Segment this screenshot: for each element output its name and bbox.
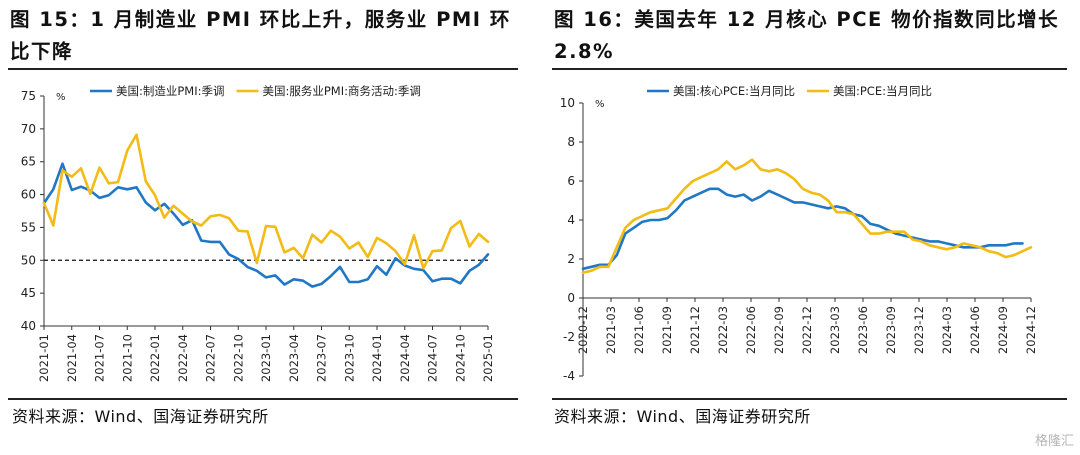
y-tick-label: 0 xyxy=(567,291,575,305)
x-tick-label: 2021-04 xyxy=(65,334,79,382)
x-tick-label: 2024-10 xyxy=(453,334,467,382)
y-tick-label: 6 xyxy=(567,174,575,188)
legend-label: 美国:制造业PMI:季调 xyxy=(116,84,225,98)
y-tick-label: 60 xyxy=(21,188,36,202)
chart-title: 图 15：1 月制造业 PMI 环比上升，服务业 PMI 环 比下降 xyxy=(10,8,511,63)
chart-title: 图 16：美国去年 12 月核心 PCE 物价指数同比增长 2.8% xyxy=(554,8,1060,63)
divider xyxy=(552,68,1067,70)
x-tick-label: 2025-01 xyxy=(481,334,495,382)
y-tick-label: -2 xyxy=(563,330,575,344)
series-line xyxy=(581,158,1033,274)
series-line xyxy=(581,187,1024,271)
divider xyxy=(8,398,518,400)
y-tick-label: 2 xyxy=(567,252,575,266)
y-tick-label: 50 xyxy=(21,253,36,267)
x-tick-label: 2022-09 xyxy=(772,306,786,354)
y-tick-label: -4 xyxy=(563,369,575,383)
x-tick-label: 2020-12 xyxy=(576,306,590,354)
x-tick-label: 2022-03 xyxy=(716,306,730,354)
unit-label: % xyxy=(56,92,66,103)
x-tick-label: 2023-07 xyxy=(315,334,329,382)
chart-panel-pce: 图 16：美国去年 12 月核心 PCE 物价指数同比增长 2.8% -4 -2 0… xyxy=(548,0,1080,455)
x-tick-label: 2023-09 xyxy=(884,306,898,354)
x-tick-label: 2022-06 xyxy=(744,306,758,354)
series-line xyxy=(42,162,490,288)
series-line xyxy=(42,133,490,270)
pce-line-chart: -4 -2 0 2 4 6 8 10 % 2020-12 2021-03 2021-06 2021-09… xyxy=(560,84,1038,383)
x-tick-label: 2024-09 xyxy=(996,306,1010,354)
y-tick-label: 10 xyxy=(560,96,575,110)
x-tick-label: 2024-06 xyxy=(968,306,982,354)
x-tick-label: 2024-12 xyxy=(1024,306,1038,354)
x-tick-label: 2023-04 xyxy=(287,334,301,382)
chart-panel-pmi: 图 15：1 月制造业 PMI 环比上升，服务业 PMI 环 比下降 40 45 5… xyxy=(0,0,530,455)
pmi-line-chart: 40 45 50 55 60 65 70 75 % 2021-01 2021-04 2021-07 20… xyxy=(21,84,495,382)
source-note: 资料来源：Wind、国海证券研究所 xyxy=(12,407,269,426)
x-tick-label: 2023-10 xyxy=(342,334,356,382)
x-tick-label: 2021-10 xyxy=(120,334,134,382)
x-tick-label: 2022-10 xyxy=(231,334,245,382)
x-tick-label: 2022-01 xyxy=(148,334,162,382)
x-tick-label: 2024-04 xyxy=(398,334,412,382)
x-tick-label: 2021-12 xyxy=(688,306,702,354)
source-note: 资料来源：Wind、国海证券研究所 xyxy=(554,407,811,426)
x-tick-label: 2023-12 xyxy=(912,306,926,354)
x-tick-label: 2021-09 xyxy=(660,306,674,354)
y-tick-label: 55 xyxy=(21,220,36,234)
x-tick-label: 2021-01 xyxy=(37,334,51,382)
y-tick-label: 75 xyxy=(21,89,36,103)
x-tick-label: 2024-03 xyxy=(940,306,954,354)
y-tick-label: 70 xyxy=(21,122,36,136)
y-tick-label: 45 xyxy=(21,286,36,300)
x-tick-label: 2024-07 xyxy=(426,334,440,382)
x-tick-label: 2022-12 xyxy=(800,306,814,354)
x-tick-label: 2023-01 xyxy=(259,334,273,382)
unit-label: % xyxy=(595,99,605,110)
x-tick-label: 2022-04 xyxy=(176,334,190,382)
x-tick-label: 2021-06 xyxy=(632,306,646,354)
x-tick-label: 2021-03 xyxy=(604,306,618,354)
y-tick-label: 8 xyxy=(567,135,575,149)
y-tick-label: 65 xyxy=(21,155,36,169)
legend-label: 美国:核心PCE:当月同比 xyxy=(673,84,795,98)
watermark-logo: 格隆汇 xyxy=(1034,434,1074,449)
divider xyxy=(552,398,1067,400)
x-tick-label: 2023-03 xyxy=(828,306,842,354)
x-tick-label: 2021-07 xyxy=(93,334,107,382)
legend-label: 美国:PCE:当月同比 xyxy=(833,84,932,98)
y-tick-label: 4 xyxy=(567,213,575,227)
x-tick-label: 2023-06 xyxy=(856,306,870,354)
divider xyxy=(8,68,518,70)
x-tick-label: 2024-01 xyxy=(370,334,384,382)
x-tick-label: 2022-07 xyxy=(204,334,218,382)
y-tick-label: 40 xyxy=(21,319,36,333)
legend-label: 美国:服务业PMI:商务活动:季调 xyxy=(263,84,421,98)
